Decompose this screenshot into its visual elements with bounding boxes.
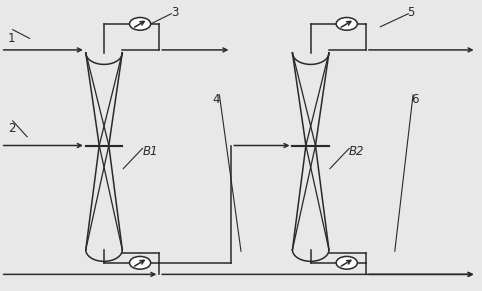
Text: B1: B1 [143,145,158,158]
Circle shape [336,256,357,269]
Text: 1: 1 [8,32,15,45]
Text: 3: 3 [171,6,179,19]
Circle shape [130,17,151,30]
Text: B2: B2 [349,145,365,158]
Text: 5: 5 [407,6,414,19]
Circle shape [130,256,151,269]
Text: 2: 2 [8,122,15,135]
Circle shape [336,17,357,30]
Text: 6: 6 [412,93,419,106]
Text: 4: 4 [212,93,220,106]
